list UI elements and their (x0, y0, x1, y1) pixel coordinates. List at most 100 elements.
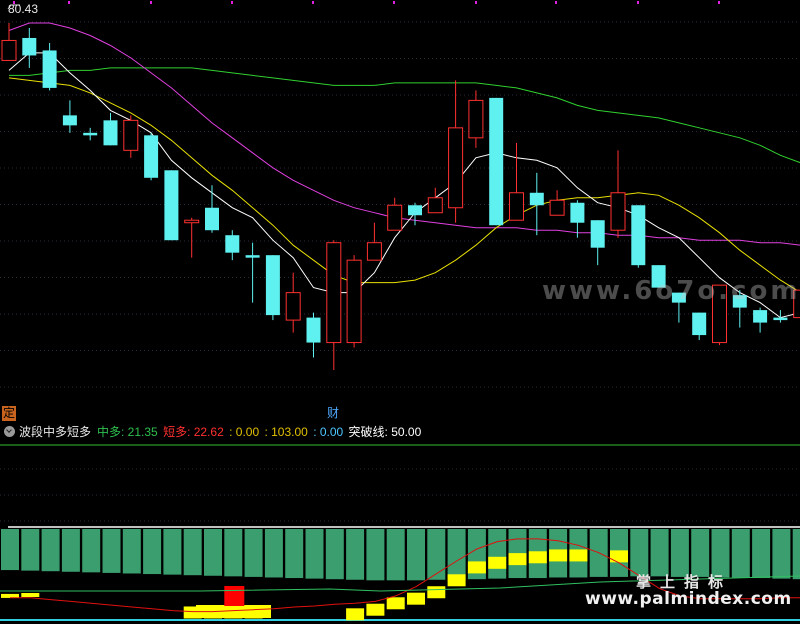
candle (306, 312, 321, 358)
green-bar (143, 529, 162, 575)
yellow-bar (610, 550, 628, 563)
candle-body (651, 265, 666, 288)
red-bar (224, 586, 245, 606)
top-marker (312, 1, 314, 4)
green-bar (224, 529, 243, 577)
candle-body (326, 242, 342, 344)
collapse-icon[interactable] (4, 426, 15, 437)
green-bar (366, 529, 385, 581)
candle-body (712, 284, 727, 344)
green-bar (772, 529, 791, 579)
indicator-name: 波段中多短多 (19, 425, 92, 439)
candle (326, 240, 342, 371)
candle (671, 292, 686, 323)
candle-body (753, 310, 768, 323)
candle-body (549, 199, 565, 216)
green-bar (163, 529, 182, 575)
candle (42, 42, 57, 91)
green-bar (244, 529, 263, 577)
candle-body (610, 192, 626, 231)
yellow-bar (366, 603, 385, 616)
candle-body (62, 115, 77, 126)
candle (773, 310, 788, 323)
candle-body (42, 50, 57, 88)
top-marker (475, 1, 477, 4)
green-bar (670, 529, 689, 577)
candle (489, 97, 504, 226)
yellow-bar (1, 593, 19, 598)
candle (590, 220, 605, 266)
candle (468, 90, 484, 148)
green-bar (488, 529, 507, 579)
indicator-value-2: : 0.00 (229, 425, 263, 439)
green-bar (386, 529, 405, 581)
top-marker (231, 1, 233, 4)
candle (265, 255, 280, 321)
green-bar (102, 529, 121, 573)
green-bar (346, 529, 365, 580)
green-bar (792, 529, 800, 580)
top-marker (393, 1, 395, 4)
candle-body (570, 202, 585, 223)
green-bar (122, 529, 141, 574)
price-chart[interactable] (0, 0, 800, 405)
green-curve (0, 575, 800, 592)
yellow-bar (508, 553, 527, 566)
green-bar (82, 529, 101, 573)
ma5-line (8, 52, 800, 319)
yellow-bar (467, 561, 486, 574)
marker-strip (0, 405, 800, 423)
candle (1, 22, 17, 61)
top-marker (718, 1, 720, 4)
candle-body (631, 205, 646, 266)
candle (184, 217, 200, 258)
candle-body (184, 219, 200, 224)
yellow-bar (21, 593, 40, 597)
green-bar (204, 529, 222, 576)
yellow-bar (386, 597, 405, 610)
candle (753, 307, 768, 333)
ma20-line (8, 22, 800, 246)
top-marker (68, 1, 70, 4)
green-bar (691, 529, 710, 577)
candle (164, 170, 179, 241)
candle-body (366, 242, 382, 261)
indicator-svg[interactable] (0, 441, 800, 624)
yellow-bar (549, 549, 568, 562)
candle (712, 284, 727, 346)
candle (509, 142, 524, 221)
candlestick-svg[interactable] (0, 0, 800, 405)
candle-body (164, 170, 179, 241)
indicator-value-1: 短多: 22.62 (163, 425, 228, 439)
candle-body (590, 220, 605, 248)
green-bar (21, 529, 40, 571)
candle-body (448, 127, 464, 209)
candle-body (671, 292, 686, 303)
indicator-value-0: 中多: 21.35 (97, 425, 162, 439)
indicator-chart[interactable] (0, 441, 800, 624)
candle-body (285, 292, 301, 321)
candle-body (427, 197, 443, 214)
candle-body (529, 192, 544, 206)
green-bar (752, 529, 771, 579)
green-bar (285, 529, 304, 579)
green-bar (650, 529, 669, 577)
high-pointer (7, 4, 20, 10)
candle-body (793, 289, 800, 319)
yellow-bar (427, 586, 446, 599)
green-bar (407, 529, 425, 581)
red-curve (10, 538, 800, 613)
candle (793, 289, 800, 319)
candle (651, 265, 666, 288)
yellow-bar (407, 592, 425, 605)
candle-body (387, 204, 403, 231)
candle-body (265, 255, 280, 316)
candle-body (103, 120, 118, 146)
watermark-center: www.6o7o.com (542, 276, 800, 306)
candle (732, 290, 747, 328)
top-marker (150, 1, 152, 4)
green-bar (447, 529, 466, 580)
watermark-site: www.palmindex.com (585, 589, 792, 609)
candle-body (732, 295, 747, 308)
watermark-brand: 掌上指标 (636, 573, 733, 591)
